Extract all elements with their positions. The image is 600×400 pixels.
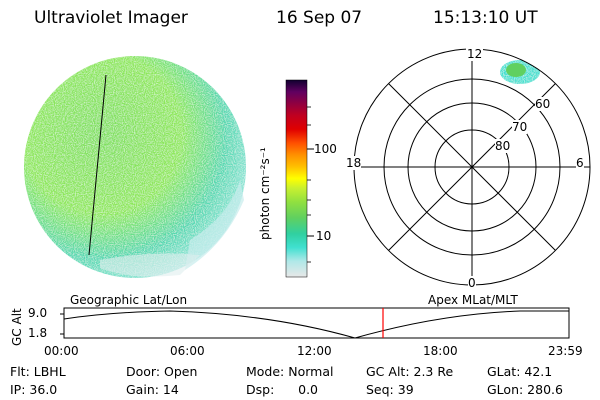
date-label: 16 Sep 07 <box>276 8 363 28</box>
timeline-xtick-2359: 23:59 <box>548 344 583 358</box>
polar-label-bottom: 0 <box>468 276 476 290</box>
polar-ring-70: 70 <box>512 120 528 134</box>
timeline-axis-title: GC Alt <box>10 308 24 346</box>
info-dsp: Dsp: 0.0 <box>246 382 319 397</box>
timeline-xtick-1800: 18:00 <box>423 344 458 358</box>
polar-label-top: 12 <box>466 47 484 61</box>
timeline-xtick-0600: 06:00 <box>170 344 205 358</box>
info-filter: Flt: LBHL <box>10 364 66 379</box>
info-mode: Mode: Normal <box>246 364 334 379</box>
polar-label-left: 18 <box>346 156 362 170</box>
polar-ring-60: 60 <box>535 97 551 111</box>
colorbar-tick-100: 100 <box>314 142 337 156</box>
info-ip: IP: 36.0 <box>10 382 58 397</box>
polar-plot <box>353 48 591 286</box>
info-gain: Gain: 14 <box>126 382 179 397</box>
terminator-line <box>88 74 107 256</box>
timeline-ytick-9: 9.0 <box>28 306 48 320</box>
colorbar-tick-10: 10 <box>316 229 332 243</box>
timeline-xtick-1200: 12:00 <box>297 344 332 358</box>
timeline-label-right: Apex MLat/MLT <box>428 293 518 307</box>
colorbar <box>285 79 314 278</box>
polar-label-right: 6 <box>576 156 584 170</box>
time-label: 15:13:10 UT <box>433 8 538 28</box>
timeline-xtick-0000: 00:00 <box>44 344 79 358</box>
colorbar-unit-label: photon cm⁻²s⁻¹ <box>258 147 272 240</box>
info-glon: GLon: 280.6 <box>487 382 563 397</box>
timeline-label-left: Geographic Lat/Lon <box>70 293 188 307</box>
info-seq: Seq: 39 <box>366 382 414 397</box>
instrument-title: Ultraviolet Imager <box>34 8 188 28</box>
info-gc-alt: GC Alt: 2.3 Re <box>366 364 454 379</box>
uv-earth-image <box>24 56 246 278</box>
info-glat: GLat: 42.1 <box>487 364 553 379</box>
timeline-ytick-1-8: 1.8 <box>28 326 48 340</box>
info-door: Door: Open <box>126 364 198 379</box>
polar-ring-80: 80 <box>495 139 511 153</box>
altitude-timeline <box>60 307 570 339</box>
